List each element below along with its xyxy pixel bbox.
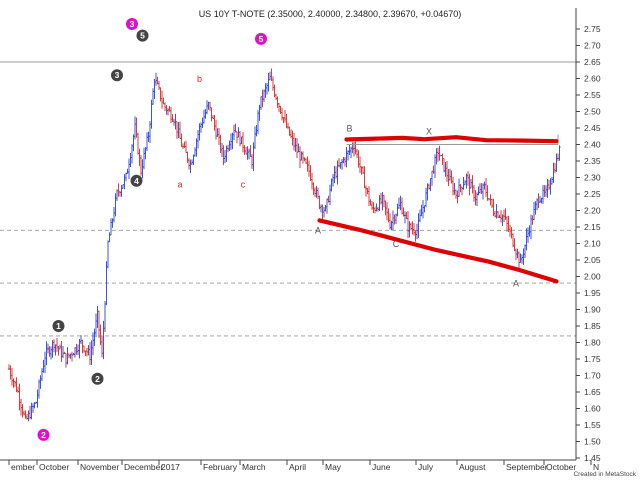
y-tick-label: 2.40 (584, 140, 601, 150)
x-tick-label: May (325, 462, 342, 472)
x-tick-label: ember (11, 462, 35, 472)
horizontal-levels (0, 61, 576, 337)
wave-letter-label: A (513, 278, 519, 288)
x-tick-label: April (289, 462, 306, 472)
x-tick-label: March (242, 462, 266, 472)
x-tick-label: June (372, 462, 391, 472)
wave-letter-label: A (315, 226, 321, 236)
y-tick-label: 2.70 (584, 41, 601, 51)
y-tick-label: 1.85 (584, 321, 601, 331)
x-tick-label: September (506, 462, 548, 472)
y-tick-label: 2.60 (584, 74, 601, 84)
y-tick-label: 1.50 (584, 437, 601, 447)
y-tick-label: 2.15 (584, 222, 601, 232)
trendline-lower (317, 218, 559, 284)
wave-marker-label: 5 (140, 31, 145, 41)
wave-letter-label: a (177, 179, 182, 189)
wave-marker-label: 2 (95, 374, 100, 384)
x-tick-label: October (39, 462, 69, 472)
wave-marker (126, 18, 138, 31)
x-tick-label: February (203, 462, 238, 472)
y-tick-label: 2.05 (584, 255, 601, 265)
y-tick-label: 2.50 (584, 107, 601, 117)
x-tick-label: October (546, 462, 576, 472)
chart-title: US 10Y T-NOTE (2.35000, 2.40000, 2.34800… (199, 9, 462, 19)
wave-letter-label: X (426, 127, 432, 137)
y-tick-label: 1.45 (584, 453, 601, 463)
y-tick-label: 1.65 (584, 387, 601, 397)
y-tick-label: 1.55 (584, 420, 601, 430)
y-tick-label: 2.20 (584, 206, 601, 216)
wave-letter-label: B (346, 123, 352, 133)
y-tick-label: 2.00 (584, 272, 601, 282)
y-tick-label: 1.75 (584, 354, 601, 364)
wave-marker-label: 1 (56, 321, 61, 331)
trendline-upper (344, 135, 559, 144)
y-tick-label: 2.55 (584, 90, 601, 100)
wave-marker (255, 32, 267, 45)
wave-marker (37, 428, 50, 441)
wave-marker (136, 29, 149, 42)
y-tick-label: 2.25 (584, 189, 601, 199)
x-tick-label: November (80, 462, 119, 472)
wave-marker (130, 174, 143, 187)
price-bars (7, 68, 561, 422)
wave-marker-label: 3 (115, 70, 120, 80)
y-tick-label: 1.90 (584, 305, 601, 315)
y-tick-label: 1.80 (584, 338, 601, 348)
y-tick-label: 2.45 (584, 123, 601, 133)
wave-marker-label: 2 (41, 430, 46, 440)
wave-marker-label: 5 (259, 34, 264, 44)
y-tick-label: 2.75 (584, 24, 601, 34)
y-tick-label: 2.30 (584, 173, 601, 183)
trendlines (317, 134, 559, 284)
x-tick-label: July (418, 462, 434, 472)
wave-letter-label: b (197, 74, 202, 84)
wave-marker (91, 372, 104, 385)
y-tick-label: 2.65 (584, 57, 601, 67)
y-tick-label: 2.10 (584, 239, 601, 249)
x-tick-label: August (459, 462, 486, 472)
y-tick-label: 2.35 (584, 156, 601, 166)
x-tick-label: 2017 (161, 462, 180, 472)
wave-marker (111, 69, 123, 82)
wave-letter-label: C (393, 239, 400, 249)
wave-marker-label: 3 (130, 19, 135, 29)
wave-letter-label: c (241, 179, 246, 189)
y-axis: 2.75 2.70 2.65 2.60 2.55 2.50 2.45 2.40 2.35 2.30… (576, 24, 601, 463)
wave-marker (52, 320, 65, 332)
credit-text: Created in MetaStock (573, 471, 636, 478)
y-tick-label: 1.95 (584, 288, 601, 298)
x-tick-label: December (124, 462, 163, 472)
x-tick-label: N (593, 462, 599, 472)
wave-marker-label: 4 (134, 176, 139, 186)
y-tick-label: 1.70 (584, 371, 601, 381)
y-tick-label: 1.60 (584, 404, 601, 414)
